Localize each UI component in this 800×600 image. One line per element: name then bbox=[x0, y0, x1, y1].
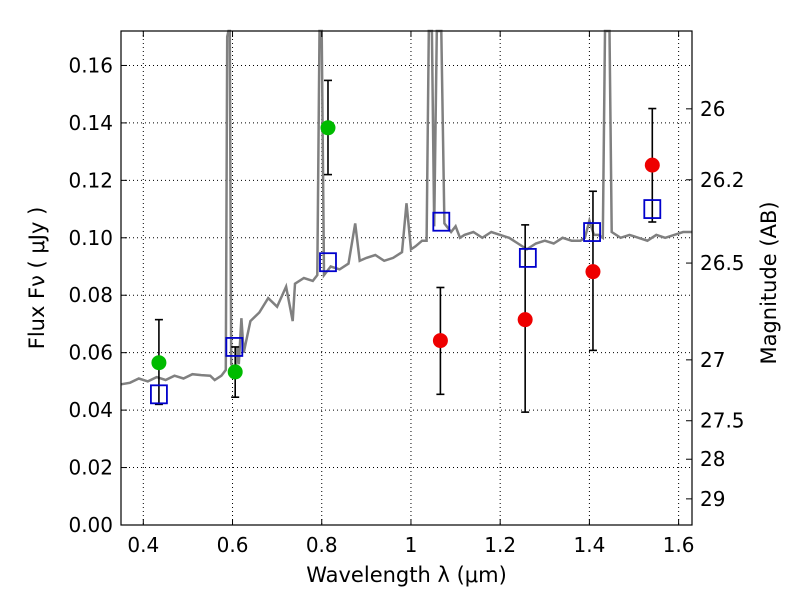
y-tick-label: 0.04 bbox=[68, 398, 113, 422]
y-tick-label: 0.14 bbox=[68, 111, 113, 135]
grid bbox=[121, 31, 692, 526]
y-tick-label: 0.02 bbox=[68, 456, 113, 480]
data-point bbox=[644, 157, 660, 173]
data-marks bbox=[150, 79, 662, 413]
y-tick-label: 0.10 bbox=[68, 226, 113, 250]
x-tick-label: 0.4 bbox=[127, 533, 159, 557]
model-square-point bbox=[319, 252, 337, 273]
y-tick-label: 0.00 bbox=[68, 513, 113, 537]
right-tick-label: 26.5 bbox=[700, 251, 745, 275]
data-point bbox=[517, 312, 533, 328]
right-tick-label: 27.5 bbox=[700, 409, 745, 433]
right-tick-label: 29 bbox=[700, 487, 725, 511]
x-tick-label: 1.6 bbox=[663, 533, 695, 557]
x-axis-label: Wavelength λ (μm) bbox=[306, 563, 507, 587]
data-point bbox=[227, 364, 243, 380]
model-square-point bbox=[150, 384, 168, 405]
right-axis-label: Magnitude (AB) bbox=[757, 201, 781, 364]
model-square-point bbox=[583, 222, 601, 242]
spectrum-line bbox=[120, 29, 692, 386]
data-point bbox=[151, 355, 167, 371]
plot-frame bbox=[120, 30, 693, 526]
x-tick-label: 0.8 bbox=[306, 533, 338, 557]
data-point bbox=[320, 120, 336, 136]
right-tick-label: 28 bbox=[700, 447, 725, 471]
y-tick-label: 0.08 bbox=[68, 283, 113, 307]
right-tick-label: 27 bbox=[700, 348, 725, 372]
x-tick-label: 1.2 bbox=[484, 533, 516, 557]
right-tick-label: 26.2 bbox=[700, 168, 745, 192]
y-tick-label: 0.16 bbox=[68, 53, 113, 77]
data-point bbox=[432, 333, 448, 349]
y-tick-label: 0.06 bbox=[68, 341, 113, 365]
model-square-point bbox=[225, 337, 244, 357]
model-square-point bbox=[518, 247, 537, 268]
y-axis-label: Flux Fν ( μJy ) bbox=[25, 207, 49, 350]
model-square-point bbox=[432, 211, 451, 232]
model-square-point bbox=[643, 199, 662, 219]
spectrum-layer bbox=[120, 29, 692, 386]
y-tick-label: 0.12 bbox=[68, 168, 113, 192]
x-tick-label: 1.4 bbox=[573, 533, 605, 557]
axis-ticks: 0.4 0.6 0.8 1 1.2 1.4 1.6 0.00 0.02 0.04 0.06 0.08 0… bbox=[68, 31, 745, 557]
x-tick-label: 0.6 bbox=[217, 533, 249, 557]
data-point bbox=[585, 264, 601, 280]
x-tick-label: 1 bbox=[405, 533, 418, 557]
right-tick-label: 26 bbox=[700, 97, 725, 121]
